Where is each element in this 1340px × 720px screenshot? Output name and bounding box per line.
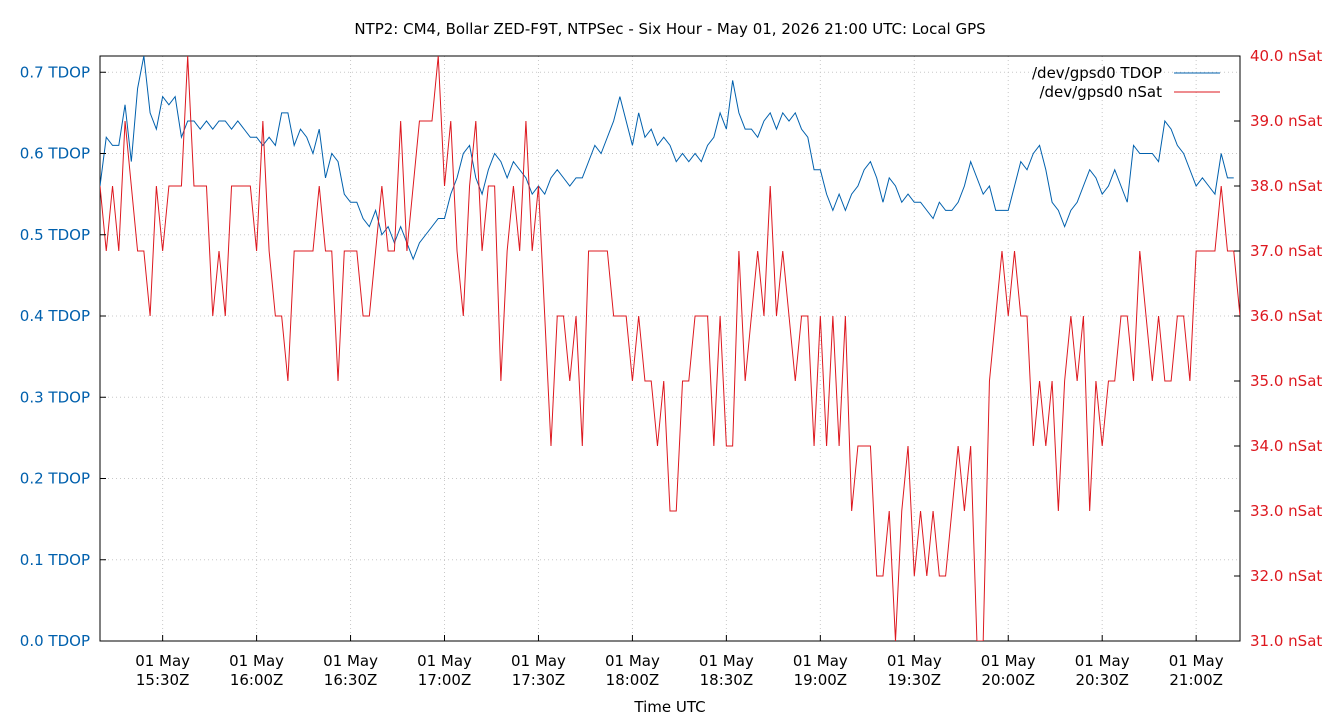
x-tick-label-date: 01 May <box>417 652 472 670</box>
y-tick-label: 0.6 TDOP <box>20 145 90 163</box>
x-tick-label-date: 01 May <box>511 652 566 670</box>
y2-tick-label: 31.0 nSat <box>1250 632 1322 650</box>
legend-label: /dev/gpsd0 TDOP <box>1032 64 1162 82</box>
y2-tick-label: 35.0 nSat <box>1250 372 1322 390</box>
x-tick-label-date: 01 May <box>887 652 942 670</box>
y-tick-label: 0.7 TDOP <box>20 63 90 81</box>
legend: /dev/gpsd0 TDOP/dev/gpsd0 nSat <box>1032 64 1220 101</box>
y2-tick-label: 32.0 nSat <box>1250 567 1322 585</box>
series-layer <box>100 56 1240 641</box>
x-tick-label-time: 20:00Z <box>981 671 1035 689</box>
x-tick-label-time: 21:00Z <box>1169 671 1223 689</box>
x-tick-label-time: 19:30Z <box>888 671 942 689</box>
grid <box>100 56 1240 641</box>
x-tick-label-date: 01 May <box>1169 652 1224 670</box>
axes: 0.0 TDOP 0.1 TDOP 0.2 TDOP 0.3 TDOP 0.4 TDOP… <box>20 47 1323 689</box>
y2-tick-label: 33.0 nSat <box>1250 502 1322 520</box>
y-tick-label: 0.3 TDOP <box>20 388 90 406</box>
y2-tick-label: 34.0 nSat <box>1250 437 1322 455</box>
y-tick-label: 0.1 TDOP <box>20 551 90 569</box>
x-tick-label-time: 15:30Z <box>136 671 190 689</box>
x-tick-label-date: 01 May <box>981 652 1036 670</box>
y2-tick-label: 38.0 nSat <box>1250 177 1322 195</box>
x-tick-label-date: 01 May <box>1075 652 1130 670</box>
x-tick-label-time: 20:30Z <box>1075 671 1129 689</box>
x-tick-label-date: 01 May <box>605 652 660 670</box>
chart-title: NTP2: CM4, Bollar ZED-F9T, NTPSec - Six … <box>354 20 985 38</box>
x-tick-label-time: 16:30Z <box>324 671 378 689</box>
plot-border <box>99 55 1241 642</box>
tdop-series-line <box>100 56 1234 261</box>
x-tick-label-date: 01 May <box>323 652 378 670</box>
y-tick-label: 0.2 TDOP <box>20 470 90 488</box>
y-tick-label: 0.0 TDOP <box>20 632 90 650</box>
legend-label: /dev/gpsd0 nSat <box>1039 83 1162 101</box>
x-tick-label-time: 16:00Z <box>230 671 284 689</box>
nsat-series-line <box>100 56 1240 641</box>
y2-tick-label: 36.0 nSat <box>1250 307 1322 325</box>
y2-tick-label: 39.0 nSat <box>1250 112 1322 130</box>
x-tick-label-date: 01 May <box>135 652 190 670</box>
x-tick-label-date: 01 May <box>793 652 848 670</box>
x-tick-label-time: 18:30Z <box>700 671 754 689</box>
y2-tick-label: 40.0 nSat <box>1250 47 1322 65</box>
x-tick-label-time: 17:00Z <box>418 671 472 689</box>
y2-tick-label: 37.0 nSat <box>1250 242 1322 260</box>
x-tick-label-time: 18:00Z <box>606 671 660 689</box>
y-tick-label: 0.5 TDOP <box>20 226 90 244</box>
x-tick-label-time: 19:00Z <box>794 671 848 689</box>
y-tick-label: 0.4 TDOP <box>20 307 90 325</box>
x-axis-label: Time UTC <box>633 698 705 716</box>
x-tick-label-time: 17:30Z <box>512 671 566 689</box>
x-tick-label-date: 01 May <box>699 652 754 670</box>
x-tick-label-date: 01 May <box>229 652 284 670</box>
